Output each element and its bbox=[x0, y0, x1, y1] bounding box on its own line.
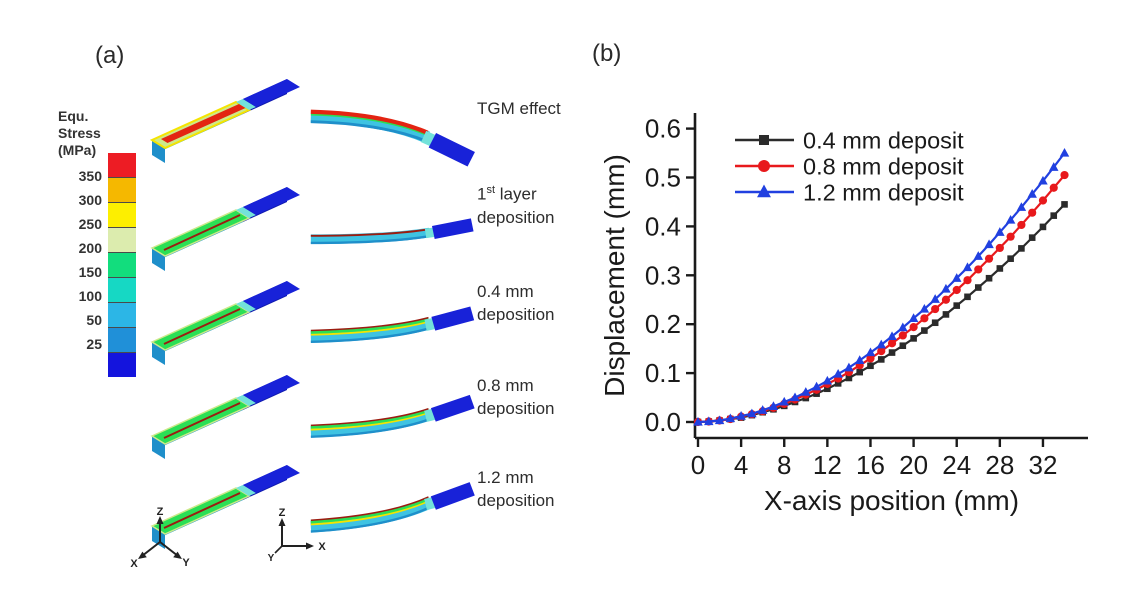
side-view-1-2mm bbox=[310, 482, 475, 533]
axis-y-label: Y bbox=[182, 557, 190, 568]
colorbar-segment bbox=[108, 327, 136, 352]
stress-legend-title-line2: Stress bbox=[58, 125, 101, 141]
colorbar-segment bbox=[108, 153, 136, 177]
side-view-1st-layer bbox=[310, 218, 474, 245]
caption-0-4mm: 0.4 mm deposition bbox=[477, 280, 587, 326]
caption-tgm-effect: TGM effect bbox=[477, 97, 587, 120]
legend-label: 0.8 mm deposit bbox=[803, 154, 964, 180]
colorbar-tick-label: 50 bbox=[86, 312, 102, 328]
series-0-8-mm-deposit bbox=[693, 170, 1069, 427]
colorbar-tick-label: 25 bbox=[86, 336, 102, 352]
caption-text: layer bbox=[495, 184, 537, 204]
iso-view-1st-layer bbox=[150, 187, 300, 271]
x-tick-label: 4 bbox=[734, 450, 748, 480]
caption-0-8mm: 0.8 mm deposition bbox=[477, 374, 587, 420]
x-tick-label: 12 bbox=[813, 450, 842, 480]
y-tick-label: 0.2 bbox=[645, 309, 681, 339]
y-tick-label: 0.4 bbox=[645, 211, 681, 241]
caption-line: deposition bbox=[477, 207, 555, 227]
x-tick-label: 8 bbox=[777, 450, 791, 480]
colorbar-segment bbox=[108, 302, 136, 327]
legend-label: 0.4 mm deposit bbox=[803, 128, 964, 154]
legend-entry: 1.2 mm deposit bbox=[735, 180, 964, 206]
stress-colorbar bbox=[108, 153, 136, 377]
displacement-chart: 0.0 0.1 0.2 0.3 0.4 0.5 0.6 0 4 8 12 16 20 24 28 32 X-ax… bbox=[599, 113, 1088, 516]
caption-text: 1 bbox=[477, 184, 487, 204]
caption-line: 1st layer bbox=[477, 179, 587, 206]
caption-line: deposition bbox=[477, 491, 555, 510]
caption-line: 0.4 mm bbox=[477, 282, 534, 301]
x-tick-label: 0 bbox=[691, 450, 705, 480]
y-tick-label: 0.0 bbox=[645, 407, 681, 437]
iso-view-0-8mm bbox=[150, 375, 300, 459]
stress-colorbar-legend: Equ. Stress (MPa) 350 300 250 200 150 100 50 25 bbox=[36, 106, 146, 386]
series-line bbox=[697, 174, 1066, 424]
y-tick-label: 0.1 bbox=[645, 358, 681, 388]
side-view-0-8mm bbox=[310, 394, 475, 438]
x-tick-label: 20 bbox=[899, 450, 928, 480]
axis-y-label: Y bbox=[268, 553, 275, 564]
series-line bbox=[697, 152, 1066, 424]
colorbar-segment bbox=[108, 252, 136, 277]
axis-z-label: Z bbox=[279, 507, 286, 519]
stress-legend-title-line1: Equ. bbox=[58, 108, 89, 124]
legend-entry: 0.8 mm deposit bbox=[735, 154, 964, 180]
colorbar-segment bbox=[108, 177, 136, 202]
x-tick-label: 16 bbox=[856, 450, 885, 480]
colorbar-segment bbox=[108, 202, 136, 227]
legend-entry: 0.4 mm deposit bbox=[735, 128, 964, 154]
colorbar-tick-label: 300 bbox=[78, 192, 102, 208]
x-tick-label: 28 bbox=[985, 450, 1014, 480]
axis-triad-isometric: Z Y X bbox=[130, 506, 190, 568]
axis-x-label: X bbox=[130, 558, 138, 568]
caption-1-2mm: 1.2 mm deposition bbox=[477, 466, 587, 512]
y-tick-label: 0.6 bbox=[645, 114, 681, 144]
caption-line: deposition bbox=[477, 305, 555, 324]
y-tick-label: 0.3 bbox=[645, 260, 681, 290]
panel-b-label: (b) bbox=[592, 40, 622, 67]
colorbar-tick-label: 200 bbox=[78, 240, 102, 256]
caption-line: 0.8 mm bbox=[477, 376, 534, 395]
side-view-tgm-effect bbox=[310, 109, 475, 167]
axis-z-label: Z bbox=[157, 506, 164, 518]
caption-line: TGM effect bbox=[477, 99, 561, 118]
stress-legend-title: Equ. Stress (MPa) bbox=[58, 108, 136, 159]
iso-view-1-2mm bbox=[150, 465, 300, 549]
iso-view-tgm-effect bbox=[149, 79, 300, 163]
legend-label: 1.2 mm deposit bbox=[803, 180, 964, 206]
stress-legend-title-line3: (MPa) bbox=[58, 142, 97, 158]
axis-triad-side: Z X Y bbox=[268, 507, 327, 564]
axis-x-label: X bbox=[318, 541, 326, 553]
colorbar-tick-label: 350 bbox=[78, 168, 102, 184]
caption-1st-layer: 1st layer deposition bbox=[477, 179, 587, 229]
side-view-0-4mm bbox=[310, 306, 475, 344]
x-axis-title: X-axis position (mm) bbox=[764, 485, 1019, 516]
colorbar-segment bbox=[108, 227, 136, 252]
colorbar-segment bbox=[108, 277, 136, 302]
colorbar-segment bbox=[108, 352, 136, 377]
y-axis-title: Displacement (mm) bbox=[599, 154, 630, 397]
y-tick-label: 0.5 bbox=[645, 163, 681, 193]
caption-line: deposition bbox=[477, 399, 555, 418]
caption-superscript: st bbox=[486, 184, 496, 196]
panel-a-label: (a) bbox=[95, 42, 125, 69]
colorbar-tick-label: 100 bbox=[78, 288, 102, 304]
caption-line: 1.2 mm bbox=[477, 468, 534, 487]
iso-view-0-4mm bbox=[150, 281, 300, 365]
colorbar-tick-label: 250 bbox=[78, 216, 102, 232]
x-tick-label: 32 bbox=[1028, 450, 1057, 480]
colorbar-tick-label: 150 bbox=[78, 264, 102, 280]
x-tick-label: 24 bbox=[942, 450, 971, 480]
chart-axes: 0.0 0.1 0.2 0.3 0.4 0.5 0.6 0 4 8 12 16 20 24 28 32 X-ax… bbox=[599, 113, 1088, 516]
